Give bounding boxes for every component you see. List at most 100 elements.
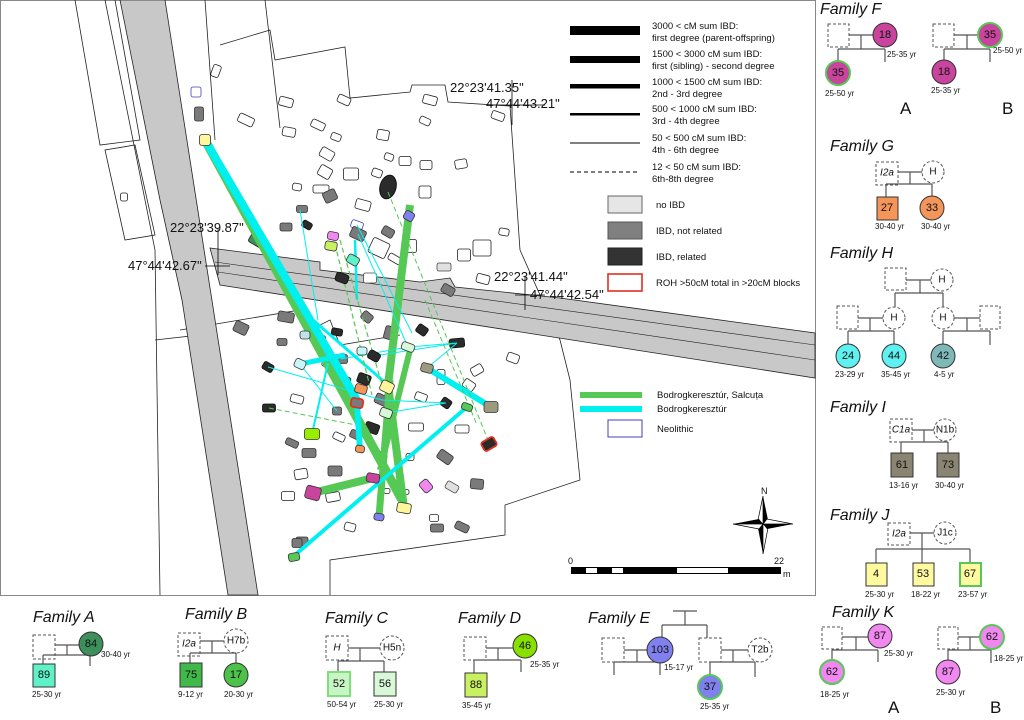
individual-27 [876, 196, 899, 221]
kinship-link [356, 224, 413, 334]
age-label: 30-40 yr [935, 481, 965, 490]
individual-35 [825, 60, 851, 86]
grave [279, 222, 293, 232]
haplogroup-label: C1a [892, 425, 911, 436]
road-vertical [119, 0, 259, 596]
haplogroup-label: I2a [892, 529, 906, 540]
haplogroup-label: H [333, 643, 341, 654]
age-label: 35-45 yr [881, 370, 911, 379]
grave [371, 167, 383, 179]
legend-label: 4th - 6th degree [652, 145, 719, 156]
legend-box-roh [607, 273, 643, 292]
individual-id: 62 [826, 666, 838, 678]
legend-bar-bodrogkeresztur [580, 406, 642, 412]
family-j-pedigree: Family J I2a J1c 4 25-30 yr 53 18-22 yr … [830, 507, 988, 599]
individual-id: 56 [379, 678, 391, 690]
grave [414, 391, 428, 403]
grave-with-kinship [354, 383, 368, 395]
kinship-link [268, 407, 357, 426]
individual-52 [327, 671, 351, 697]
age-label: 25-35 yr [530, 660, 560, 669]
coordinate-marker-2: 22°23'39.87" 47°44'42.67" [128, 220, 244, 275]
haplogroup-label: J1c [937, 528, 953, 539]
grave [301, 219, 313, 231]
haplogroup-label: H5n [383, 643, 401, 654]
individual-id: 88 [470, 679, 482, 691]
grave [293, 467, 309, 481]
grave [444, 480, 460, 494]
grave [380, 225, 396, 239]
legend-label: IBD, not related [656, 226, 722, 237]
kinship-link [357, 233, 409, 348]
latitude-label: 47°44'43.21" [486, 96, 560, 111]
grave-with-kinship [293, 358, 307, 370]
site-outline [104, 0, 161, 596]
coordinate-marker-3: 22°23'41.44" 47°44'42.54" [494, 269, 604, 310]
grave-with-kinship [326, 231, 340, 241]
age-label: 18-25 yr [994, 654, 1024, 663]
individual-84 [78, 631, 104, 657]
haplogroup-label: I2a [880, 168, 894, 179]
haplogroup-label: H [939, 313, 946, 324]
variant-label: A [888, 698, 900, 715]
grave [383, 152, 395, 162]
variant-label: A [900, 99, 912, 118]
age-label: 25-50 yr [993, 46, 1023, 55]
haplogroup-label: I2a [182, 639, 196, 650]
latitude-label: 47°44'42.67" [128, 258, 202, 273]
grave [436, 262, 452, 272]
legend-label: 500 < 1000 cM sum IBD: [652, 104, 757, 115]
individual-id: 33 [926, 202, 938, 214]
individual-56 [373, 671, 397, 697]
kinship-link [201, 137, 364, 408]
grave-with-kinship [304, 428, 320, 440]
road-edge [217, 271, 816, 361]
family-k-variant-a: 87 25-30 yr 62 18-25 yr A [819, 623, 914, 717]
grave [210, 64, 222, 78]
latitude-label: 47°44'42.54" [530, 287, 604, 302]
kinship-link [299, 209, 319, 321]
grave [327, 465, 343, 477]
grave [415, 323, 429, 337]
legend-label: ROH >50cM total in >20cM blocks [656, 278, 800, 289]
kinship-link [387, 191, 491, 446]
grave [454, 424, 470, 434]
grave-with-kinship [460, 402, 474, 412]
grave-with-kinship [379, 379, 395, 395]
age-label: 50-54 yr [327, 700, 357, 709]
age-label: 13-16 yr [889, 481, 919, 490]
age-label: 25-30 yr [374, 700, 404, 709]
family-title: Family K [832, 604, 896, 621]
age-label: 23-29 yr [835, 370, 865, 379]
individual-37 [697, 674, 723, 700]
individual-id: 67 [964, 568, 976, 580]
grave [276, 338, 288, 346]
haplogroup-label: H7b [227, 636, 246, 647]
grave [469, 363, 485, 377]
grave [490, 110, 506, 122]
grave-with-kinship [354, 444, 366, 454]
individual-103 [646, 636, 674, 664]
age-label: 25-30 yr [936, 688, 966, 697]
grave [289, 393, 305, 405]
age-label: 18-25 yr [820, 690, 850, 699]
kinship-link [426, 342, 458, 369]
individual-id: 24 [842, 350, 854, 362]
grave-with-kinship [299, 330, 311, 340]
legend-box-ibd-related [607, 247, 643, 266]
kinship-link [299, 363, 338, 412]
individual-id: 53 [917, 568, 929, 580]
grave-with-kinship [304, 484, 322, 502]
cemetery-map: 22°23'41.35" 47°44'43.21" 22°23'39.87" 4… [0, 0, 816, 596]
grave [408, 422, 424, 432]
grave [454, 520, 470, 534]
haplogroup-label: H [890, 313, 897, 324]
individual-id: 52 [333, 678, 345, 690]
longitude-label: 22°23'39.87" [170, 220, 244, 235]
grave [498, 227, 510, 237]
kinship-link [384, 204, 414, 386]
age-label: 18-22 yr [911, 590, 941, 599]
grave [440, 283, 456, 297]
grave-with-kinship [483, 401, 499, 413]
kinship-link [311, 362, 329, 435]
